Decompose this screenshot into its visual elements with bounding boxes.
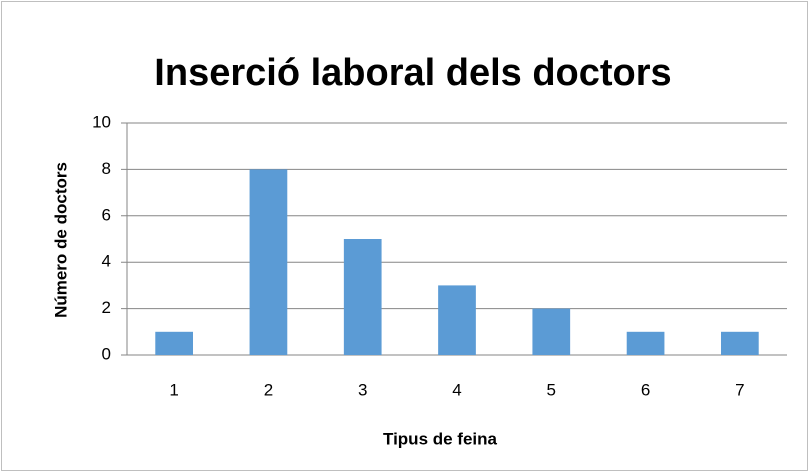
- x-tick-label: 3: [358, 380, 367, 399]
- y-tick-label: 4: [102, 252, 111, 271]
- y-tick-label: 0: [102, 344, 111, 363]
- bar: [721, 331, 759, 355]
- x-tick-label: 4: [452, 380, 461, 399]
- bar: [343, 239, 382, 355]
- chart-title: Inserció laboral dels doctors: [154, 52, 671, 94]
- bar: [438, 285, 476, 355]
- x-tick-label: 6: [641, 380, 650, 399]
- y-axis-label: Número de doctors: [51, 162, 70, 318]
- x-tick-label: 1: [169, 380, 178, 399]
- bar: [532, 308, 571, 355]
- y-tick-label: 8: [102, 159, 111, 178]
- x-tick-label: 5: [547, 380, 556, 399]
- bar: [249, 169, 288, 355]
- y-tick-label: 10: [92, 112, 111, 131]
- bar: [626, 331, 665, 355]
- x-tick-label: 2: [264, 380, 273, 399]
- x-axis-label: Tipus de feina: [383, 429, 498, 448]
- x-tick-label: 7: [735, 380, 744, 399]
- y-tick-label: 6: [102, 205, 111, 224]
- y-tick-label: 2: [102, 298, 111, 317]
- bar: [155, 331, 193, 355]
